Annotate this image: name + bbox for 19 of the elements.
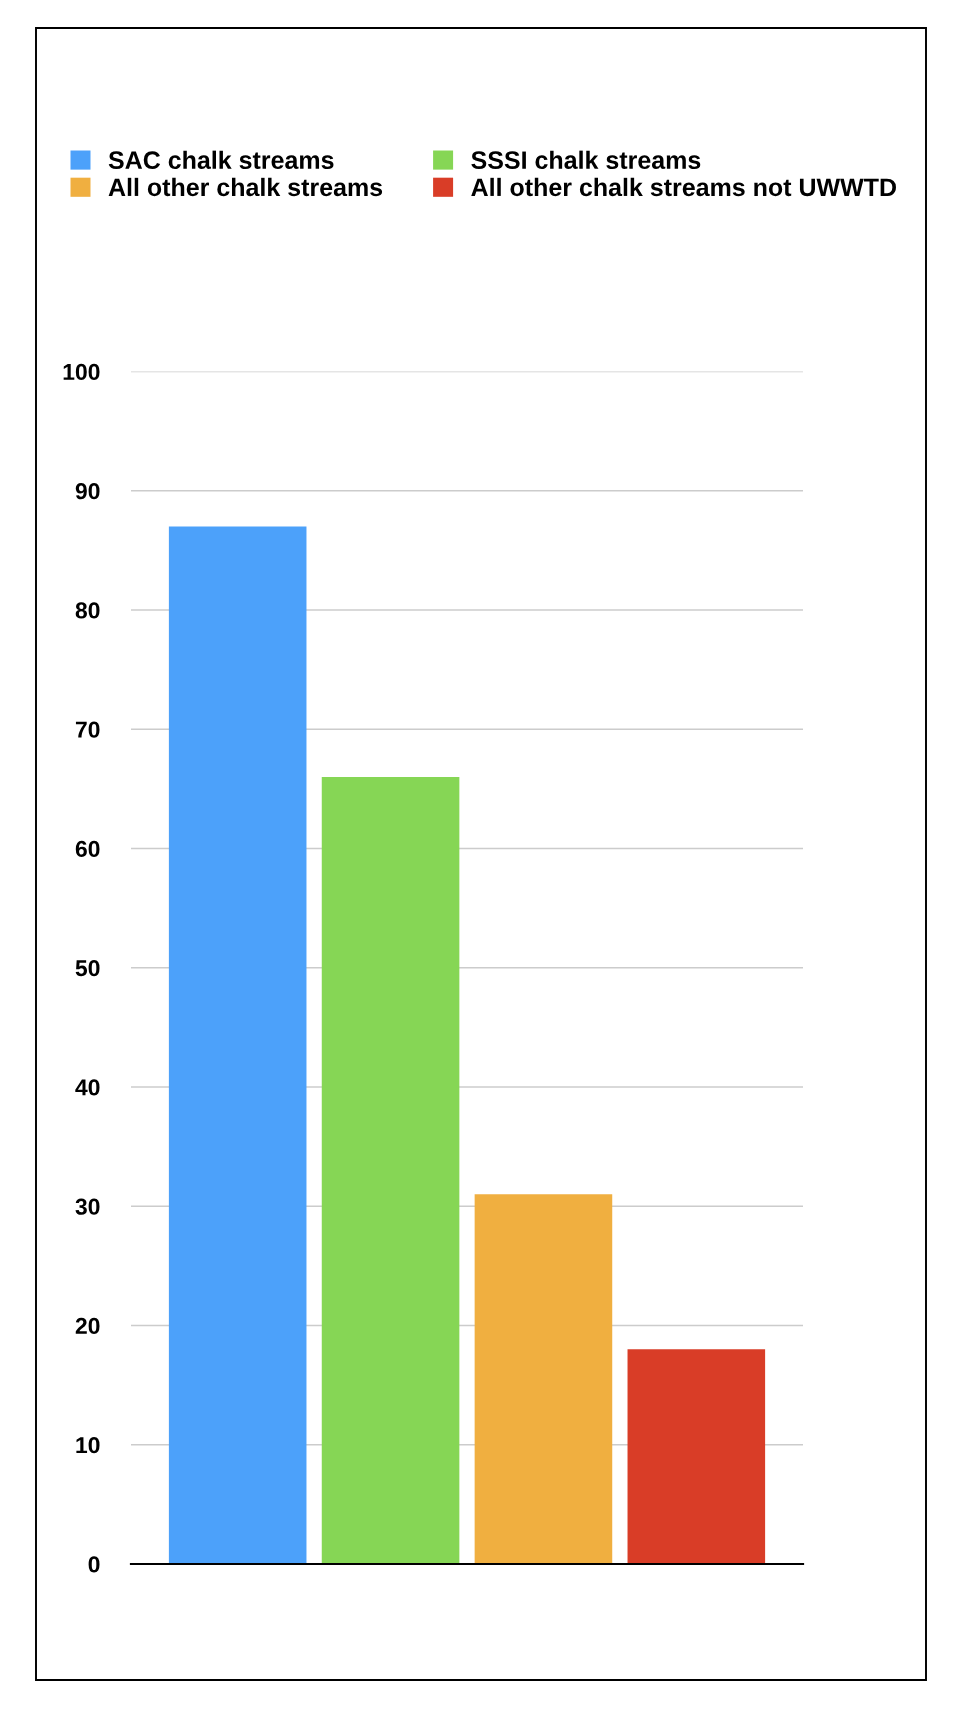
y-tick-label: 40 — [75, 1079, 100, 1096]
y-tick-label: 80 — [75, 602, 100, 619]
y-tick-label: 10 — [76, 1437, 100, 1454]
y-tick-label: 30 — [75, 1198, 100, 1215]
y-tick-label: 0 — [88, 1556, 100, 1573]
legend-label: SSSI chalk streams — [471, 150, 701, 169]
bar — [321, 776, 460, 1564]
y-tick-label: 20 — [75, 1317, 100, 1335]
y-tick-label: 60 — [75, 840, 100, 858]
legend-label: All other chalk streams not UWWTD — [471, 177, 896, 197]
y-tick-label: 100 — [63, 363, 100, 381]
legend-label: All other chalk streams — [108, 177, 383, 197]
bar — [627, 1349, 766, 1564]
bar — [474, 1194, 613, 1564]
y-tick-label: 50 — [75, 960, 100, 977]
y-tick-label: 70 — [75, 721, 100, 738]
y-tick-label: 90 — [75, 483, 100, 500]
legend-label: SAC chalk streams — [108, 150, 334, 169]
bar — [168, 526, 307, 1564]
